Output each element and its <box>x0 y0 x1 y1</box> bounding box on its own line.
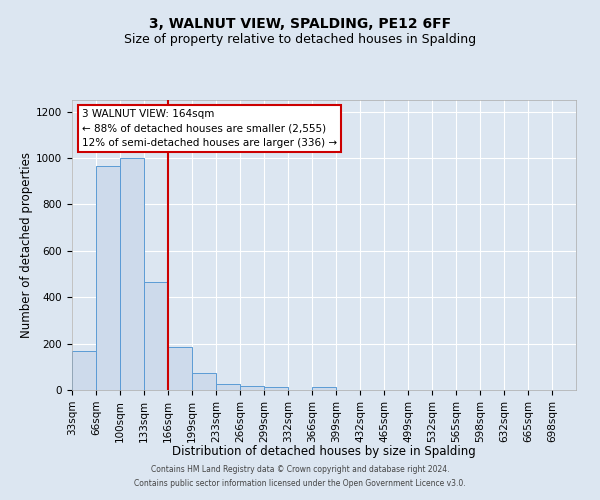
Bar <box>312 387 336 390</box>
Bar <box>264 387 288 390</box>
Bar <box>144 282 168 390</box>
Bar <box>216 384 240 390</box>
Text: Size of property relative to detached houses in Spalding: Size of property relative to detached ho… <box>124 32 476 46</box>
Text: 3 WALNUT VIEW: 164sqm
← 88% of detached houses are smaller (2,555)
12% of semi-d: 3 WALNUT VIEW: 164sqm ← 88% of detached … <box>82 108 337 148</box>
X-axis label: Distribution of detached houses by size in Spalding: Distribution of detached houses by size … <box>172 444 476 458</box>
Bar <box>240 386 264 390</box>
Text: Contains HM Land Registry data © Crown copyright and database right 2024.
Contai: Contains HM Land Registry data © Crown c… <box>134 466 466 487</box>
Bar <box>72 350 96 390</box>
Text: 3, WALNUT VIEW, SPALDING, PE12 6FF: 3, WALNUT VIEW, SPALDING, PE12 6FF <box>149 18 451 32</box>
Bar <box>120 158 144 390</box>
Bar <box>96 166 120 390</box>
Bar <box>192 372 216 390</box>
Bar <box>168 347 192 390</box>
Y-axis label: Number of detached properties: Number of detached properties <box>20 152 33 338</box>
